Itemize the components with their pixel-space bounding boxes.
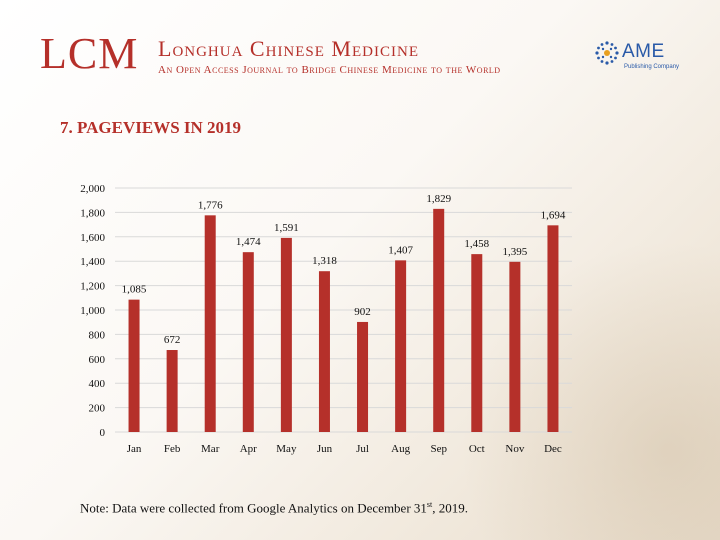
data-label: 902	[354, 306, 371, 318]
x-tick-label: Apr	[240, 443, 257, 455]
y-tick-label: 1,200	[80, 281, 105, 293]
y-tick-label: 600	[89, 354, 106, 366]
note-prefix: Note: Data were collected from Google An…	[80, 500, 427, 516]
note-suffix: , 2019.	[432, 500, 468, 516]
bar	[128, 299, 140, 432]
bar	[547, 225, 559, 432]
bar	[166, 350, 178, 432]
y-tick-label: 2,000	[80, 183, 105, 195]
x-tick-label: Jan	[127, 443, 142, 455]
publisher-globe-icon	[595, 41, 619, 65]
data-label: 1,776	[198, 199, 223, 211]
header: LCM Longhua Chinese Medicine An Open Acc…	[0, 0, 720, 95]
x-tick-label: Jun	[317, 443, 333, 455]
data-label: 1,407	[388, 244, 413, 256]
data-label: 1,318	[312, 255, 337, 267]
data-label: 1,085	[122, 284, 147, 296]
bar	[242, 252, 254, 432]
data-label: 1,829	[426, 193, 451, 205]
publisher-name: AME	[622, 41, 665, 62]
x-tick-label: Oct	[469, 443, 485, 455]
bar	[204, 215, 216, 432]
bar	[318, 271, 330, 432]
y-tick-label: 200	[89, 403, 106, 415]
x-tick-label: Nov	[505, 443, 524, 455]
bar	[395, 260, 407, 432]
y-tick-label: 1,400	[80, 256, 105, 268]
data-label: 1,474	[236, 236, 261, 248]
bar	[280, 237, 292, 432]
x-tick-label: Jul	[356, 443, 369, 455]
data-label: 1,395	[503, 246, 528, 258]
pageviews-bar-chart: 0 200 400 600 800 1,000 1,200 1,400 1,600 1,800 2,…	[80, 183, 572, 455]
y-tick-label: 1,800	[80, 207, 105, 219]
y-tick-label: 800	[89, 329, 106, 341]
publisher-subtitle: Publishing Company	[624, 64, 680, 70]
bar	[509, 261, 521, 432]
bar	[433, 208, 445, 432]
x-tick-label: Aug	[391, 443, 410, 455]
x-tick-label: Feb	[164, 443, 181, 455]
y-tick-label: 1,600	[80, 232, 105, 244]
journal-logo: LCM	[40, 29, 139, 78]
x-tick-label: May	[276, 443, 297, 455]
data-label: 1,591	[274, 222, 299, 234]
data-label: 1,694	[541, 209, 566, 221]
y-tick-label: 1,000	[80, 305, 105, 317]
y-tick-label: 400	[89, 378, 106, 390]
x-tick-label: Dec	[544, 443, 562, 455]
publisher-logo: AME Publishing Company	[594, 40, 684, 80]
journal-title: Longhua Chinese Medicine	[158, 36, 419, 61]
x-tick-label: Mar	[201, 443, 220, 455]
data-source-note: Note: Data were collected from Google An…	[80, 500, 468, 516]
background-decoration	[460, 240, 720, 540]
journal-subtitle: An Open Access Journal to Bridge Chinese…	[158, 64, 501, 76]
data-label: 672	[164, 334, 181, 346]
bar	[471, 254, 483, 432]
note-superscript: st	[426, 500, 433, 509]
x-tick-label: Sep	[430, 443, 447, 455]
section-title: 7. PAGEVIEWS IN 2019	[60, 118, 242, 137]
y-tick-label: 0	[100, 427, 106, 439]
bar	[357, 321, 369, 432]
data-label: 1,458	[464, 238, 489, 250]
